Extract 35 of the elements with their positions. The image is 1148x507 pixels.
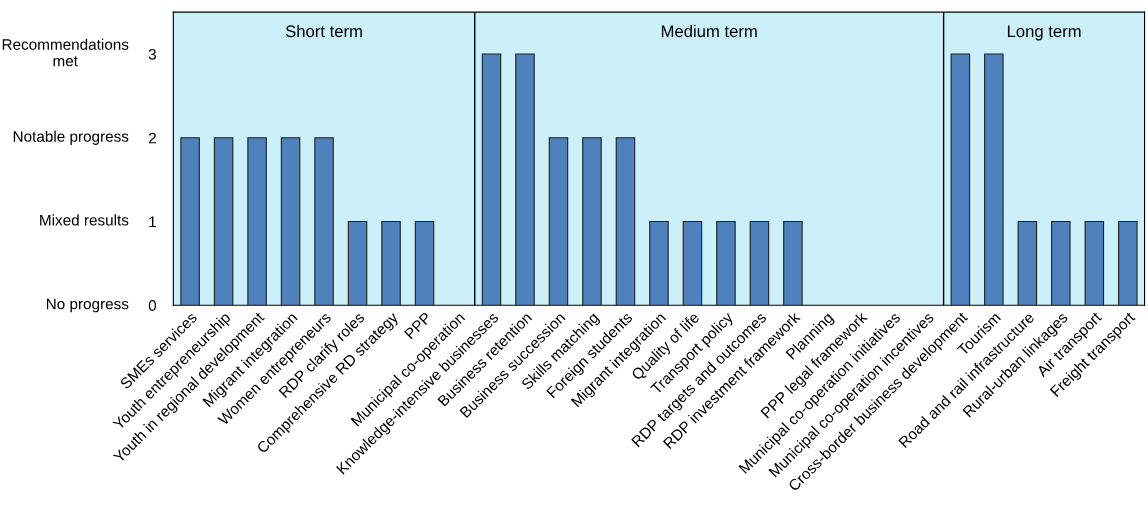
bar <box>548 137 569 306</box>
bar <box>749 220 770 306</box>
bar <box>783 220 803 306</box>
bar <box>414 220 435 306</box>
bar <box>1017 220 1038 306</box>
y-tick-label: 2 <box>148 132 156 144</box>
band-label: Long term <box>1007 25 1081 41</box>
bar <box>347 220 368 306</box>
text: Recommendations met <box>2 38 129 67</box>
bar <box>984 53 1004 306</box>
y-tick-label: 0 <box>148 300 157 311</box>
bar <box>582 137 602 306</box>
y-tick-label: 1 <box>149 216 156 228</box>
bar <box>213 137 234 306</box>
bar <box>615 137 636 306</box>
bar <box>280 137 301 306</box>
bar <box>1118 220 1138 306</box>
bar <box>381 220 401 306</box>
y-tick-label: 3 <box>148 48 157 60</box>
text: Mixed results <box>40 214 129 226</box>
band-label: Medium term <box>661 24 757 38</box>
bar <box>1051 220 1071 306</box>
bar <box>682 220 703 306</box>
bar <box>716 220 736 306</box>
bar <box>649 220 669 306</box>
band-label: Short term <box>285 24 362 38</box>
bar <box>950 53 971 306</box>
bar <box>314 137 334 306</box>
bar <box>481 53 502 306</box>
bar <box>1084 220 1105 306</box>
bar <box>247 137 267 306</box>
bar <box>180 137 200 306</box>
bar <box>515 53 535 306</box>
text: Notable progress <box>13 130 129 145</box>
text: No progress <box>46 298 129 313</box>
